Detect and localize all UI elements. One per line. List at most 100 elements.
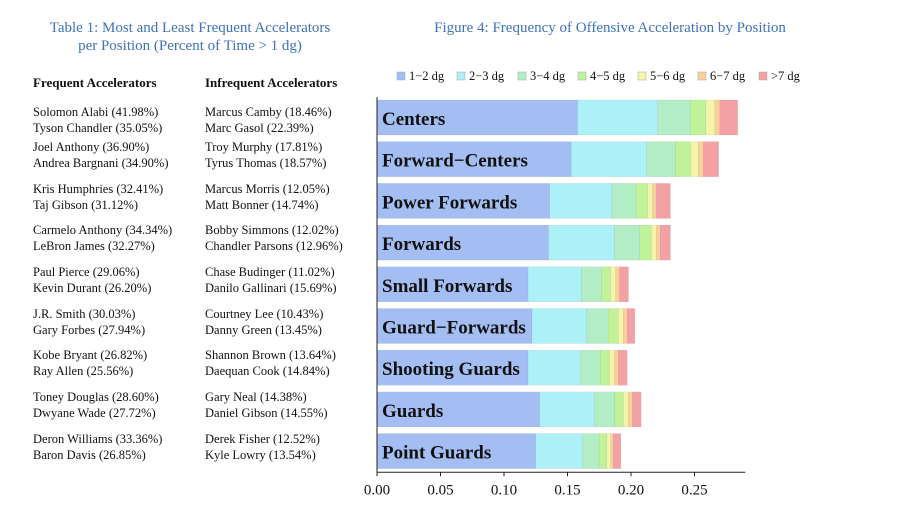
infrequent-cell: Marcus Morris (12.05%) Matt Bonner (14.74… (205, 181, 365, 223)
player-stat: Chandler Parsons (12.96%) (205, 239, 343, 254)
bar-segment (628, 391, 633, 428)
legend-swatch (637, 71, 647, 81)
player-stat: Marc Gasol (22.39%) (205, 121, 314, 135)
legend-swatch (758, 71, 768, 81)
player-stat: J.R. Smith (30.03%) (33, 306, 136, 321)
category-label: Forward−Centers (382, 151, 528, 172)
bar-segment (539, 391, 595, 428)
player-stat: Kyle Lowry (13.54%) (205, 447, 316, 462)
player-stat: Toney Douglas (28.60%) (33, 390, 159, 405)
table-title: Table 1: Most and Least Frequent Acceler… (10, 19, 370, 55)
category-label: Power Forwards (382, 192, 517, 213)
bar-segment (606, 433, 611, 469)
player-stat: Baron Davis (26.85%) (33, 447, 146, 462)
frequent-cell: Paul Pierce (29.06%) Kevin Durant (26.20%… (33, 264, 205, 306)
bar-segment (586, 308, 609, 344)
player-stat: Joel Anthony (36.90%) (33, 140, 150, 154)
bar-segment (613, 433, 622, 469)
category-label: Guards (382, 401, 443, 422)
x-tick-label: 0.00 (364, 482, 390, 498)
player-stat: Gary Neal (14.38%) (205, 390, 307, 405)
category-label: Centers (382, 109, 445, 130)
frequent-cell: Kris Humphries (32.41%) Taj Gibson (31.12… (33, 181, 205, 223)
bar-segment (690, 99, 707, 136)
bar-segment (376, 266, 529, 303)
player-stat: Solomon Alabi (41.98%) (33, 105, 159, 119)
bar-segment (698, 141, 704, 177)
player-stat: Tyrus Thomas (18.57%) (205, 156, 327, 170)
table-row: J.R. Smith (30.03%) Gary Forbes (27.94%) C… (33, 306, 365, 348)
player-stat: Dwyane Wade (27.72%) (33, 406, 156, 421)
infrequent-cell: Chase Budinger (11.02%) Danilo Gallinari … (205, 264, 365, 306)
x-tick-label: 0.05 (427, 482, 453, 498)
bar-segment (610, 266, 616, 303)
bar-segment (646, 141, 676, 177)
bar-segment (705, 99, 716, 136)
legend-label: 2−3 dg (469, 69, 505, 83)
bar-segment (582, 433, 600, 469)
legend-label: 5−6 dg (650, 69, 686, 83)
infrequent-cell: Marcus Camby (18.46%) Marc Gasol (22.39%) (205, 97, 365, 139)
player-stat: Ray Allen (25.56%) (33, 364, 134, 379)
frequent-cell: Kobe Bryant (26.82%) Ray Allen (25.56%) (33, 347, 205, 389)
bar-segment (652, 183, 657, 219)
player-stat: Danny Green (13.45%) (205, 322, 322, 337)
legend-swatch (517, 71, 527, 81)
accelerators-table: Frequent Accelerators Infrequent Acceler… (33, 75, 365, 473)
category-label: Guard−Forwards (382, 318, 526, 339)
legend-label: 1−2 dg (409, 69, 445, 83)
player-stat: Kevin Durant (26.20%) (33, 281, 152, 296)
bar-segment (619, 266, 629, 303)
player-stat: Daniel Gibson (14.55%) (205, 406, 328, 421)
bar-segment (618, 308, 624, 344)
player-stat: Kris Humphries (32.41%) (33, 181, 164, 196)
x-tick-label: 0.25 (681, 482, 707, 498)
bar-segment (623, 391, 629, 428)
bar-segment (656, 183, 671, 219)
table-row: Toney Douglas (28.60%) Dwyane Wade (27.72… (33, 389, 365, 431)
player-stat: Marcus Camby (18.46%) (205, 105, 332, 119)
player-stat: Matt Bonner (14.74%) (205, 197, 319, 212)
player-stat: Daequan Cook (14.84%) (205, 364, 330, 379)
bar-segment (639, 224, 652, 261)
legend-swatch (456, 71, 466, 81)
infrequent-cell: Bobby Simmons (12.02%) Chandler Parsons (… (205, 222, 365, 264)
player-stat: Marcus Morris (12.05%) (205, 181, 330, 196)
infrequent-cell: Gary Neal (14.38%) Daniel Gibson (14.55%) (205, 389, 365, 431)
bar-segment (657, 99, 691, 136)
frequent-cell: Deron Williams (33.36%) Baron Davis (26.8… (33, 431, 205, 473)
bar-segment (549, 183, 613, 219)
infrequent-accelerators-header: Infrequent Accelerators (205, 75, 338, 90)
bar-segment (571, 141, 647, 177)
bar-segment (626, 308, 636, 344)
bar-segment (610, 433, 614, 469)
bar-segment (647, 183, 653, 219)
frequent-cell: Toney Douglas (28.60%) Dwyane Wade (27.72… (33, 389, 205, 431)
bar-segment (703, 141, 719, 177)
bar-segment (531, 308, 587, 344)
bar-segment (635, 183, 648, 219)
table-row: Joel Anthony (36.90%) Andrea Bargnani (34… (33, 139, 365, 181)
player-stat: Bobby Simmons (12.02%) (205, 223, 339, 238)
frequent-accelerators-header: Frequent Accelerators (33, 75, 157, 90)
bar-segment (579, 350, 601, 386)
bar-segment (376, 183, 550, 219)
bar-segment (660, 224, 671, 261)
category-label: Small Forwards (382, 276, 512, 297)
bar-segment (614, 350, 619, 386)
x-tick-label: 0.15 (554, 482, 580, 498)
player-stat: Troy Murphy (17.81%) (205, 140, 323, 154)
frequent-cell: J.R. Smith (30.03%) Gary Forbes (27.94%) (33, 306, 205, 348)
x-tick-label: 0.10 (491, 482, 517, 498)
bar-segment (675, 141, 691, 177)
bar-segment (600, 350, 610, 386)
bar-segment (618, 350, 628, 386)
bar-segment (527, 266, 582, 303)
player-stat: Danilo Gallinari (15.69%) (205, 281, 337, 296)
bar-segment (614, 224, 641, 261)
bar-segment (615, 266, 620, 303)
bar-segment (527, 350, 581, 386)
table-title-line2: per Position (Percent of Time > 1 dg) (78, 38, 302, 54)
bar-segment (376, 99, 578, 136)
player-stat: Courtney Lee (10.43%) (205, 306, 324, 321)
